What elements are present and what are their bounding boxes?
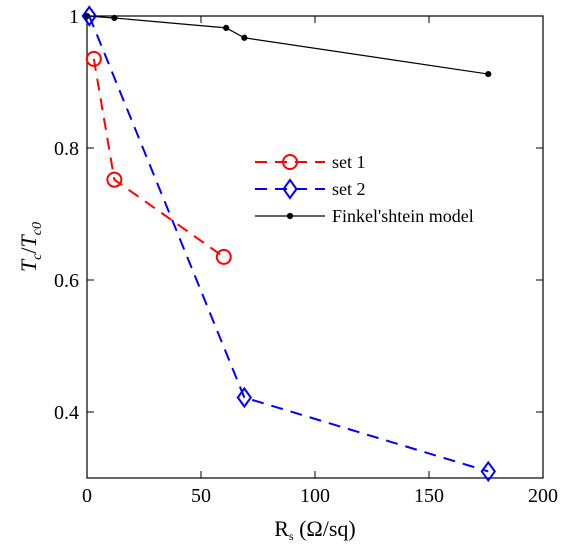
legend-marker [286, 212, 294, 220]
data-point [485, 70, 492, 78]
y-tick-label: 1 [69, 6, 79, 28]
data-point [222, 24, 230, 31]
svg-text:Rs (Ω/sq): Rs (Ω/sq) [274, 516, 356, 543]
y-axis-label: Tc/Tc0 [16, 222, 45, 272]
x-tick-label: 50 [191, 485, 211, 507]
series-layer [81, 5, 497, 483]
legend-label: set 2 [332, 179, 366, 199]
svg-text:Tc/Tc0: Tc/Tc0 [16, 222, 45, 272]
y-tick-label: 0.8 [54, 138, 79, 160]
data-point [480, 460, 497, 483]
data-point [85, 50, 102, 67]
data-point [241, 34, 248, 41]
legend-label: Finkel'shtein model [332, 206, 474, 226]
x-axis-label: Rs (Ω/sq) [274, 516, 356, 543]
x-tick-label: 0 [82, 485, 92, 507]
legend-label: set 1 [332, 152, 366, 172]
x-tick-label: 100 [300, 485, 330, 507]
x-tick-label: 200 [528, 485, 558, 507]
series-line [88, 15, 489, 473]
series-set-2 [81, 5, 497, 483]
series-set-1 [85, 50, 232, 265]
series-finkel-shtein-model [83, 12, 492, 78]
axis-ticks: 0 50 100 150 200 0.4 0.6 0.8 1 [54, 6, 558, 507]
y-tick-label: 0.6 [54, 270, 79, 292]
data-point [215, 248, 232, 265]
x-tick-label: 150 [414, 485, 444, 507]
legend-marker [282, 178, 298, 200]
series-line [92, 58, 225, 258]
legend-marker [282, 154, 298, 170]
y-tick-label: 0.4 [54, 402, 79, 424]
data-point [111, 14, 118, 22]
plot-area [86, 15, 544, 479]
data-point [81, 5, 98, 27]
data-point [106, 171, 123, 188]
legend: set 1 set 2 Finkel'shtein model [255, 152, 474, 226]
data-point [236, 386, 253, 409]
